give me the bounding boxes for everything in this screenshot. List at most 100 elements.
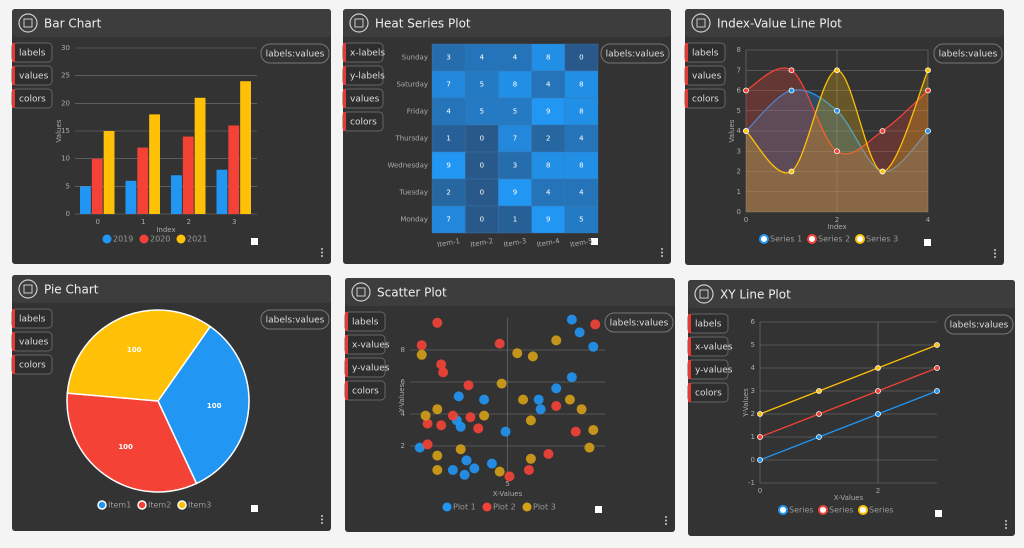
heat-value: 8 [579,81,583,89]
point [455,421,466,432]
button-accent [345,335,348,354]
button-label[interactable]: values [19,338,49,348]
button-accent [688,337,691,356]
y-tick-label: 3 [751,387,755,395]
heat-cell [431,97,466,126]
button-label[interactable]: colors [352,387,379,397]
checkbox[interactable] [251,505,258,512]
y-tick-label: Saturday [396,81,428,89]
button-label[interactable]: labels [695,320,722,330]
pill-label[interactable]: labels:values [606,50,665,60]
heat-cell [465,70,499,99]
point [788,67,795,74]
point [925,87,931,94]
x-tick-label: 2 [835,216,839,224]
checkbox[interactable] [935,510,942,517]
legend-label: Series 1 [770,235,802,244]
pill-label[interactable]: labels:values [266,316,325,326]
legend-label: 2021 [187,235,207,244]
panel [345,278,675,532]
pill-button[interactable] [600,43,670,64]
checkbox[interactable] [251,238,258,245]
button-label[interactable]: labels [692,49,719,59]
pill-button[interactable] [260,309,330,330]
panel-header [12,275,331,303]
legend-marker [442,502,452,512]
y-tick-label: 10 [61,155,70,163]
bar [228,125,240,214]
line [759,367,938,438]
button-label[interactable]: colors [692,95,719,105]
panel-title: Scatter Plot [377,286,447,300]
point [461,455,472,466]
pill-button[interactable] [933,43,1003,64]
button-label[interactable]: colors [19,95,46,105]
panel-icon [351,282,371,302]
button-label[interactable]: x-labels [350,49,385,59]
line [745,89,929,173]
heat-value: 1 [446,135,450,143]
button-label[interactable]: values [350,95,380,105]
button-label[interactable]: values [692,72,722,82]
line [759,390,938,461]
pill-label[interactable]: labels:values [610,319,669,329]
legend-label: Series 3 [866,235,898,244]
button-label[interactable]: values [19,72,49,82]
y-tick-label: Sunday [402,54,428,62]
button-label[interactable]: y-labels [350,72,385,82]
checkbox[interactable] [924,239,931,246]
heat-cell [465,151,499,180]
menu-dot [994,252,996,255]
heat-value: 3 [513,162,517,170]
y-tick-label: Monday [400,216,428,224]
point [432,404,443,415]
point [816,434,822,440]
pill-label[interactable]: labels:values [939,50,998,60]
button-label[interactable]: x-values [695,343,733,353]
button-label[interactable]: labels [352,318,379,328]
point [525,453,536,464]
button-label[interactable]: colors [695,389,722,399]
button-label[interactable]: y-values [695,366,733,376]
heat-value: 0 [480,135,484,143]
pie-slice [66,392,198,493]
checkbox[interactable] [595,506,602,513]
point [584,442,595,453]
pill-button[interactable] [604,312,674,333]
legend-label: Series [829,506,854,515]
point [743,128,749,134]
button-accent [688,383,691,402]
button-label[interactable]: y-values [352,364,390,374]
heat-cell [531,178,565,207]
checkbox[interactable] [591,238,598,245]
x-tick-label: Item-5 [569,237,593,249]
x-tick-label: Item-2 [470,237,494,249]
button-label[interactable]: colors [350,118,377,128]
x-tick-label: 5 [505,480,509,488]
y-axis-title: Y-Values [398,383,406,413]
heat-cell [564,70,599,99]
button-label[interactable]: colors [19,361,46,371]
pill-button[interactable] [944,314,1014,335]
pill-label[interactable]: labels:values [266,50,325,60]
menu-dot [1005,527,1007,529]
pill-label[interactable]: labels:values [950,321,1009,331]
panel-header [345,278,675,306]
menu-dot [321,515,323,517]
bar [103,131,115,214]
button-label[interactable]: x-values [352,341,390,351]
point [447,410,458,421]
panel-title: Pie Chart [44,283,99,297]
panel-title: XY Line Plot [720,288,791,302]
heat-value: 4 [446,108,451,116]
heat-cell [531,70,565,99]
button-label[interactable]: labels [19,49,46,59]
pie-slice [66,309,212,402]
point [816,388,822,394]
point [879,168,886,175]
y-tick-label: 2 [737,168,741,176]
button-label[interactable]: labels [19,315,46,325]
pill-button[interactable] [260,43,330,64]
point [494,338,505,349]
x-tick-label: 2 [187,218,191,226]
